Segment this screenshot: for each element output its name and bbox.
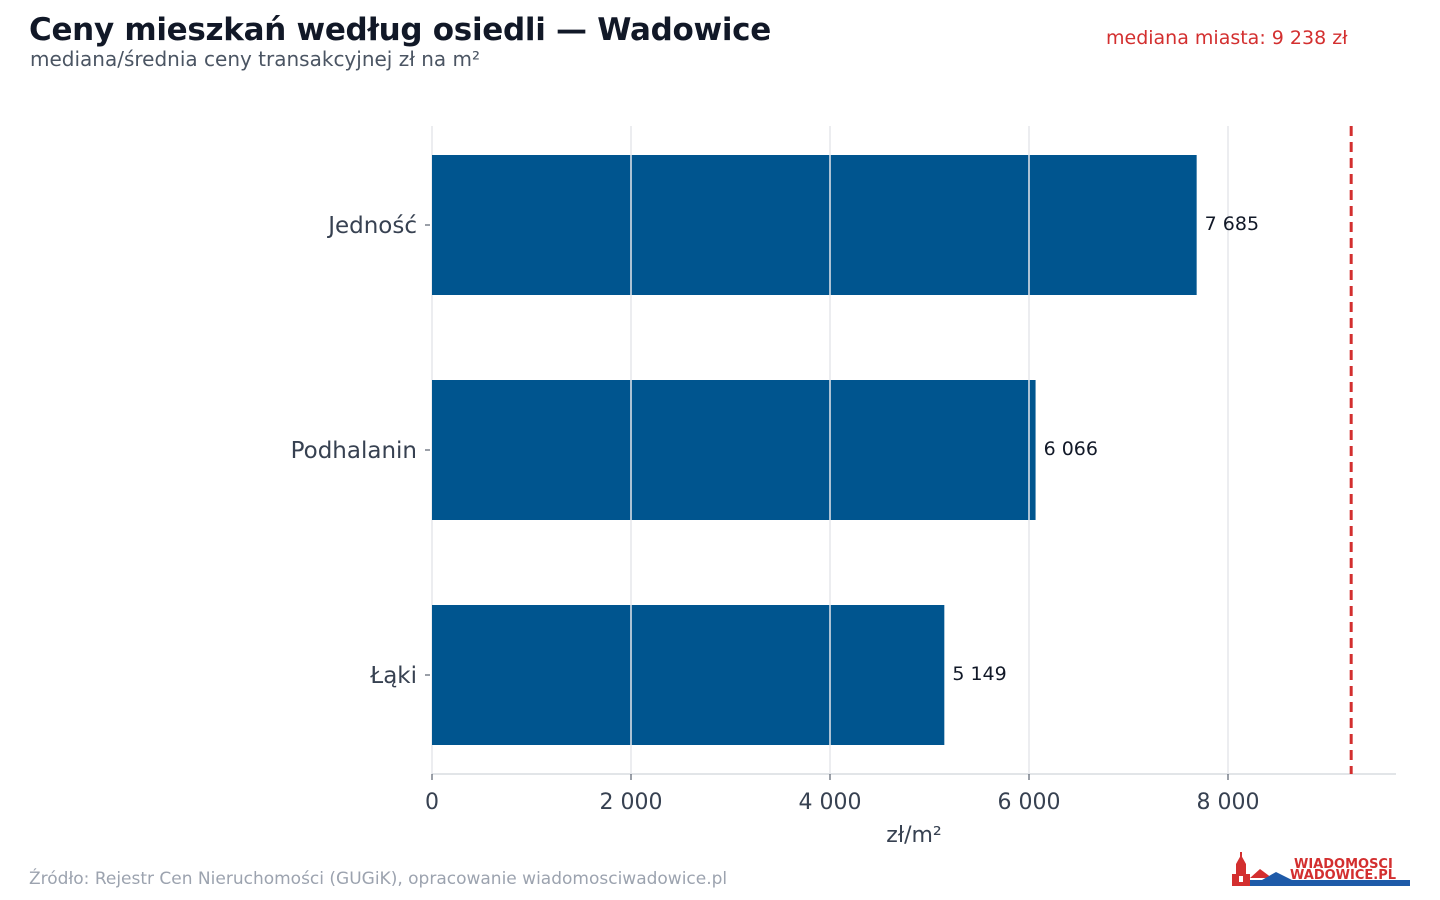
value-label-1: 6 066 <box>1044 438 1098 460</box>
x-tick-label-2: 4 000 <box>799 790 862 815</box>
median-annotation: mediana miasta: 9 238 zł <box>1106 27 1348 49</box>
x-tick-label-4: 8 000 <box>1197 790 1260 815</box>
source-note: Źródło: Rejestr Cen Nieruchomości (GUGiK… <box>29 869 728 889</box>
x-tick-label-1: 2 000 <box>600 790 663 815</box>
logo-text-top: WIADOMOSCI <box>1294 857 1393 872</box>
church-icon <box>1232 852 1250 886</box>
wiadomosci-wadowice-logo[interactable]: WIADOMOSCI WADOWICE.PL <box>1232 852 1410 888</box>
chart-title: Ceny mieszkań według osiedli — Wadowice <box>29 12 771 48</box>
value-label-0: 7 685 <box>1205 213 1259 235</box>
chart-subtitle: mediana/średnia ceny transakcyjnej zł na… <box>30 47 481 71</box>
x-axis-title: zł/m² <box>886 823 941 848</box>
category-label-0: Jedność <box>326 213 417 239</box>
category-label-2: Łąki <box>369 663 417 689</box>
bar-2[interactable] <box>432 605 945 745</box>
x-tick-label-3: 6 000 <box>998 790 1061 815</box>
x-tick-label-0: 0 <box>425 790 439 815</box>
bar-1[interactable] <box>432 380 1036 520</box>
category-label-1: Podhalanin <box>291 438 417 464</box>
logo-text-bottom: WADOWICE.PL <box>1290 868 1396 883</box>
value-label-2: 5 149 <box>952 663 1006 685</box>
bar-0[interactable] <box>432 155 1197 295</box>
